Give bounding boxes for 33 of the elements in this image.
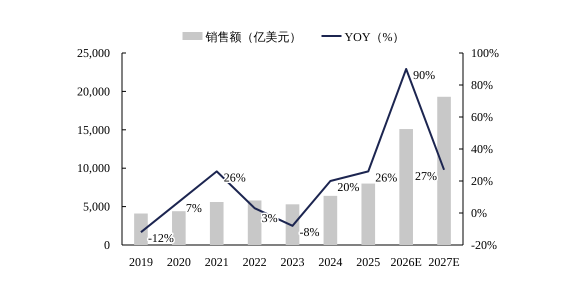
data-label: -12% — [148, 231, 174, 246]
y-tick-label: 5,000 — [83, 200, 110, 214]
x-tick-label: 2023 — [280, 255, 304, 269]
data-label: 26% — [375, 170, 398, 184]
data-label: 20% — [337, 180, 360, 194]
y2-tick-label: 20% — [471, 174, 493, 188]
data-label: 3% — [262, 211, 278, 226]
y-tick-label: 10,000 — [77, 161, 110, 176]
data-label: 90% — [413, 68, 436, 82]
x-tick-label: 2022 — [242, 255, 267, 269]
x-tick-label: 2021 — [204, 255, 229, 269]
y-tick-label: 15,000 — [77, 122, 110, 137]
data-label: 26% — [224, 170, 246, 184]
x-tick-label: 2024 — [318, 255, 342, 269]
x-tick-label: 2025 — [356, 255, 380, 269]
y-tick-label: 25,000 — [77, 46, 110, 60]
legend-label: 销售额（亿美元） — [204, 30, 302, 44]
y-tick-label: 0 — [104, 238, 110, 252]
data-label: -8% — [300, 224, 320, 239]
y2-tick-label: 40% — [471, 142, 493, 156]
data-label: 7% — [186, 200, 202, 215]
y-tick-label: 20,000 — [77, 84, 110, 98]
x-tick-label: 2020 — [166, 255, 191, 269]
data-label: 27% — [415, 168, 438, 183]
x-tick-label: 2019 — [128, 255, 153, 269]
y2-tick-label: 60% — [471, 110, 493, 124]
x-tick-label: 2027E — [428, 255, 460, 269]
y2-tick-label: 80% — [471, 78, 493, 92]
x-tick-label: 2026E — [390, 255, 422, 269]
y2-tick-label: 0% — [471, 206, 487, 220]
legend-label: YOY（%） — [344, 30, 404, 44]
y2-tick-label: 100% — [471, 46, 499, 60]
y2-tick-label: -20% — [471, 238, 497, 252]
